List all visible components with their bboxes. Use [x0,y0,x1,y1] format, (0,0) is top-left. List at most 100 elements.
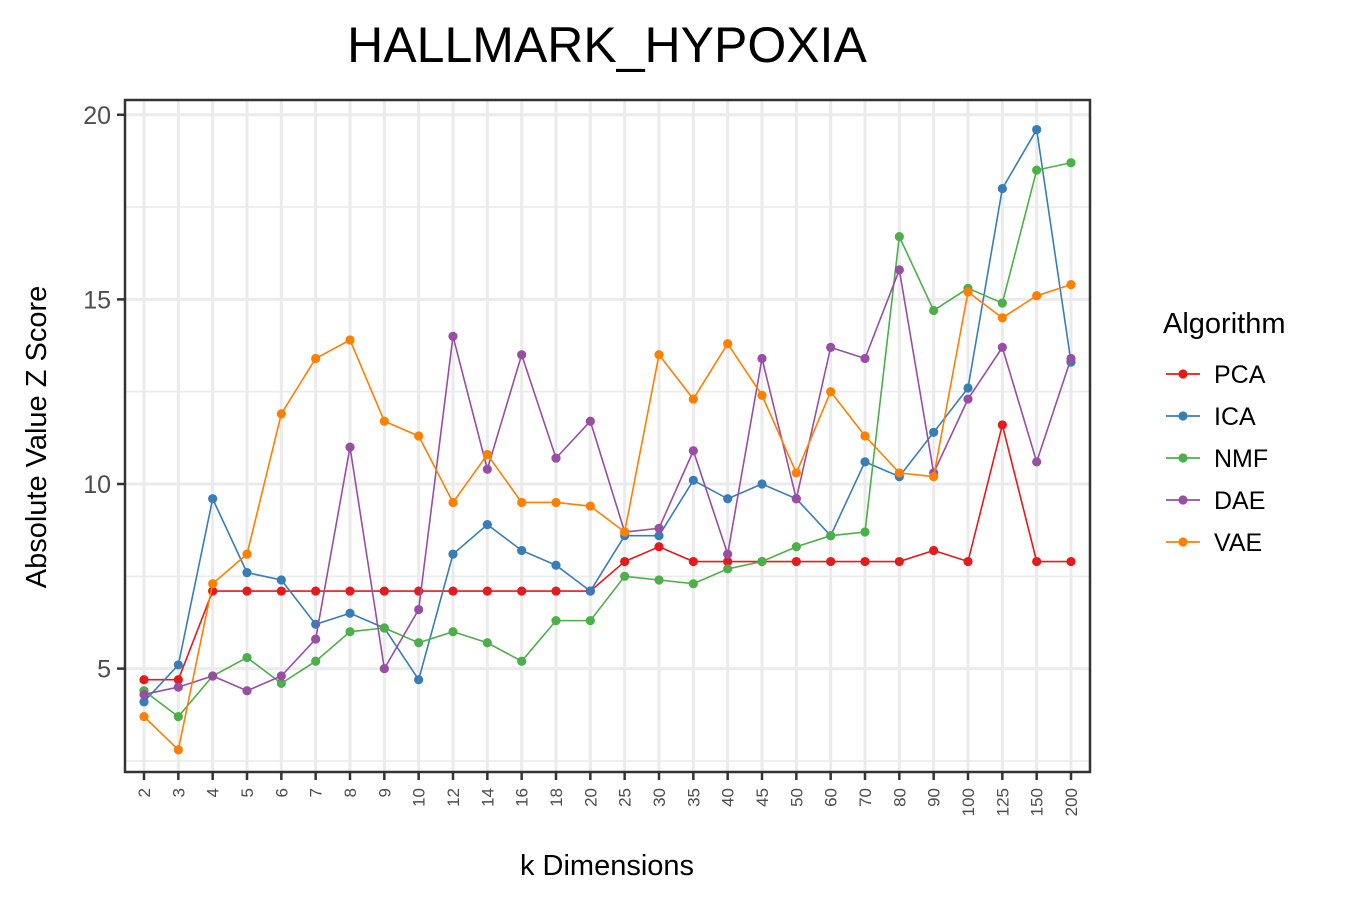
data-point-ica [242,568,252,578]
data-point-dae [448,331,458,341]
x-tick-label: 90 [925,788,944,807]
data-point-vae [929,472,939,482]
data-point-vae [242,549,252,559]
legend-key-point [1178,537,1188,547]
data-point-nmf [791,542,801,552]
data-point-vae [551,497,561,508]
x-tick-label: 20 [581,788,600,807]
data-point-vae [448,497,458,508]
data-point-nmf [482,638,492,648]
legend-title: Algorithm [1163,308,1286,340]
data-point-ica [276,575,286,585]
data-point-dae [379,664,389,674]
data-point-vae [517,497,527,508]
data-point-ica [929,427,939,437]
data-point-nmf [1066,158,1076,168]
x-tick-label: 30 [650,788,669,807]
data-point-ica [757,479,767,489]
data-point-vae [860,431,870,441]
data-point-dae [963,394,973,404]
data-point-vae [482,449,492,460]
data-point-pca [894,556,904,567]
data-point-ica [414,675,424,685]
data-point-nmf [517,656,527,666]
x-tick-label: 5 [238,788,257,797]
data-point-vae [757,390,767,400]
x-tick-label: 125 [993,788,1012,816]
data-point-vae [997,313,1007,323]
data-point-ica [1032,124,1042,135]
x-tick-label: 7 [307,788,326,797]
data-point-vae [620,527,630,537]
data-point-vae [139,712,149,722]
data-point-pca [276,586,286,596]
legend-item-ica: ICA [1166,403,1256,431]
data-point-nmf [345,627,355,637]
data-point-vae [173,745,183,755]
data-point-dae [173,682,183,692]
data-point-nmf [414,638,424,648]
series-line-nmf [143,161,1072,718]
chart-title: HALLMARK_HYPOXIA [347,17,867,73]
x-tick-label: 4 [204,788,223,797]
data-point-vae [688,394,698,404]
x-tick-label: 80 [890,788,909,807]
data-point-nmf [620,571,630,581]
x-tick-label: 16 [513,788,532,807]
data-point-pca [551,586,561,596]
x-tick-label: 2 [135,788,154,797]
data-point-vae [311,353,321,364]
data-point-nmf [585,616,595,626]
data-point-vae [276,409,286,419]
data-point-ica [208,494,218,504]
data-point-vae [723,339,733,349]
data-point-dae [551,453,561,463]
legend-label: ICA [1214,403,1256,431]
data-point-vae [1032,291,1042,301]
data-point-ica [654,531,664,541]
y-tick-label: 5 [97,656,111,684]
data-point-dae [1032,457,1042,467]
data-point-pca [311,586,321,596]
data-point-pca [139,675,149,685]
grid-lines [125,100,1090,772]
data-point-dae [276,671,286,681]
x-tick-label: 200 [1062,788,1081,816]
data-point-pca [723,556,733,567]
data-point-pca [654,542,664,552]
data-point-pca [1032,556,1042,567]
data-point-nmf [173,712,183,722]
data-point-dae [517,350,527,360]
data-point-ica [517,545,527,556]
legend-item-dae: DAE [1166,487,1265,515]
legend-key-point [1178,411,1188,421]
x-tick-label: 3 [169,788,188,797]
data-point-pca [482,586,492,596]
legend-item-vae: VAE [1166,529,1262,557]
data-point-dae [345,442,355,452]
legend-label: PCA [1214,361,1266,389]
data-point-dae [414,604,424,615]
data-point-nmf [379,623,389,633]
data-point-dae [757,353,767,364]
data-point-pca [620,556,630,567]
legend-key-point [1178,495,1188,505]
data-point-ica [173,660,183,670]
data-point-ica [448,549,458,559]
x-tick-label: 25 [616,788,635,807]
data-point-dae [1066,353,1076,364]
data-point-pca [826,556,836,567]
data-point-dae [997,342,1007,352]
legend-item-pca: PCA [1166,361,1266,389]
x-tick-label: 6 [272,788,291,797]
legend-label: NMF [1214,445,1268,473]
x-axis: 2 3 4 5 6 7 8 9 10 12 14 16 18 20 25 30 35 40 45 50 60 70 80 90… [135,772,1081,816]
data-point-dae [826,342,836,352]
data-point-nmf [929,305,939,316]
data-point-pca [688,556,698,567]
data-point-vae [654,350,664,360]
x-tick-label: 50 [787,788,806,807]
x-tick-label: 45 [753,788,772,807]
series-line-ica [143,127,1072,703]
data-point-dae [894,265,904,275]
